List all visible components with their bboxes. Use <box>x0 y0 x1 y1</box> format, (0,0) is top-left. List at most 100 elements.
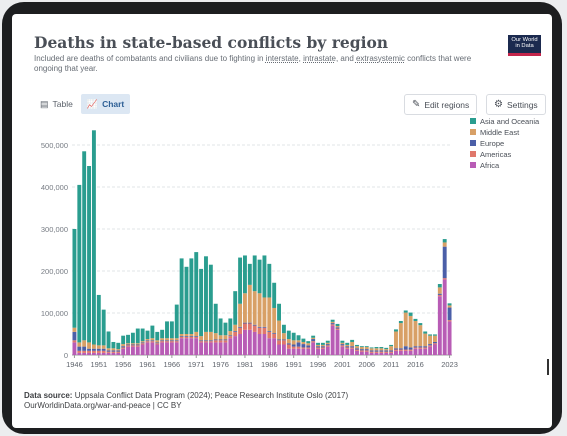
bar-segment <box>262 297 267 327</box>
bar-segment <box>82 346 87 351</box>
bar-segment <box>72 331 77 341</box>
extrasystemic-link[interactable]: extrasystemic <box>355 54 405 63</box>
bar-segment <box>418 325 423 347</box>
tab-table[interactable]: ▤ Table <box>34 94 79 114</box>
bar-segment <box>184 266 189 334</box>
bar-segment <box>350 347 355 349</box>
bar-segment <box>369 352 374 355</box>
bar-segment <box>447 305 452 308</box>
bar-segment <box>335 327 340 329</box>
bar-segment <box>355 344 359 347</box>
bar-segment <box>267 263 272 298</box>
bar-segment <box>374 352 379 355</box>
x-tick-label: 2023 <box>441 360 458 369</box>
legend-swatch <box>470 151 476 157</box>
bar-segment <box>277 339 281 341</box>
x-tick-label: 1996 <box>310 360 327 369</box>
bar-segment <box>184 336 189 339</box>
bar-segment <box>418 346 423 348</box>
bar-segment <box>359 346 364 348</box>
bar-segment <box>223 339 228 341</box>
x-tick-label: 2001 <box>334 360 351 369</box>
bar-segment <box>379 347 384 349</box>
bar-segment <box>281 333 286 340</box>
bar-segment <box>267 331 272 332</box>
interstate-link[interactable]: interstate <box>265 54 299 63</box>
bar-segment <box>340 344 345 346</box>
source-url[interactable]: OurWorldinData.org/war-and-peace | CC BY <box>24 401 182 410</box>
bar-segment <box>126 346 130 355</box>
text-cursor <box>547 359 549 375</box>
bar-segment <box>238 257 243 304</box>
bar-segment <box>150 338 155 341</box>
bar-segment <box>316 348 320 355</box>
tab-chart[interactable]: 📈 Chart <box>80 94 131 114</box>
bar-segment <box>247 322 252 324</box>
bar-segment <box>277 340 281 345</box>
bar-segment <box>135 328 140 344</box>
bar-segment <box>281 324 286 334</box>
bar-segment <box>252 291 257 325</box>
bar-segment <box>320 344 325 347</box>
bar-segment <box>398 350 403 355</box>
edit-regions-button[interactable]: ✎ Edit regions <box>404 94 478 115</box>
subtitle-text-end: conflicts that were ongoing that year. <box>34 54 472 73</box>
bar-segment <box>428 335 433 345</box>
bar-segment <box>77 342 82 347</box>
subtitle-separator: , and <box>335 54 356 63</box>
legend-swatch <box>470 162 476 168</box>
bar-segment <box>252 325 257 332</box>
bar-segment <box>379 352 384 355</box>
bar-segment <box>306 341 311 344</box>
bar-segment <box>384 351 389 353</box>
bar-segment <box>389 352 394 355</box>
bar-segment <box>91 130 96 345</box>
bar-segment <box>213 333 218 340</box>
bar-segment <box>413 320 418 347</box>
logo-line-2: in Data <box>515 43 534 50</box>
bar-segment <box>145 340 150 342</box>
intrastate-link[interactable]: intrastate <box>303 54 336 63</box>
bar-segment <box>82 340 87 347</box>
bar-segment <box>316 347 320 349</box>
bar-segment <box>247 263 252 285</box>
bar-segment <box>369 351 374 353</box>
bar-segment <box>340 346 345 355</box>
bar-segment <box>316 344 320 347</box>
bar-segment <box>374 347 379 349</box>
bar-segment <box>413 347 418 349</box>
bar-segment <box>447 320 452 322</box>
bar-segment <box>350 339 355 342</box>
bar-segment <box>296 335 301 341</box>
settings-button[interactable]: ⚙ Settings <box>486 94 546 115</box>
bar-segment <box>257 259 262 294</box>
settings-label: Settings <box>506 99 538 110</box>
bar-segment <box>111 350 116 352</box>
bar-segment <box>286 339 291 344</box>
bar-segment <box>135 343 140 345</box>
bar-segment <box>408 312 413 316</box>
bar-segment <box>428 346 433 355</box>
bar-segment <box>433 334 437 336</box>
owid-logo[interactable]: Our World in Data <box>508 35 541 56</box>
bar-segment <box>437 293 442 295</box>
bar-segment <box>150 342 155 355</box>
bar-segment <box>398 349 403 351</box>
bar-segment <box>116 349 121 351</box>
bar-segment <box>213 303 218 334</box>
bar-segment <box>316 342 320 345</box>
bar-segment <box>398 323 403 349</box>
bar-segment <box>233 336 238 355</box>
bar-segment <box>77 350 82 353</box>
bar-segment <box>111 341 116 349</box>
bar-segment <box>155 340 160 343</box>
x-tick-label: 1986 <box>261 360 278 369</box>
bar-segment <box>238 327 243 334</box>
x-tick-label: 1961 <box>139 360 156 369</box>
bar-segment <box>189 336 194 337</box>
bar-segment <box>379 348 384 351</box>
bar-segment <box>277 320 281 340</box>
bar-segment <box>389 351 394 353</box>
bar-segment <box>257 334 262 355</box>
bar-segment <box>384 350 389 352</box>
